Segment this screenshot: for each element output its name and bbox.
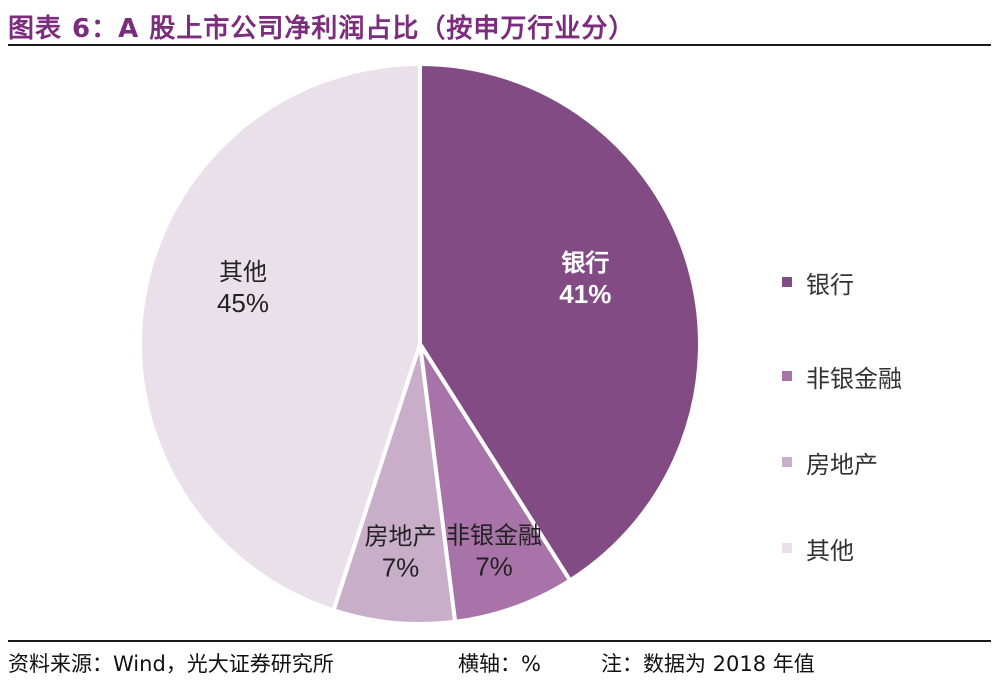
pie-slice-4 — [138, 62, 422, 613]
chart-header: 图表 6：A 股上市公司净利润占比（按申万行业分） — [8, 4, 991, 46]
legend-label: 房地产 — [806, 450, 878, 479]
slice-category-label: 银行 — [561, 249, 609, 277]
legend-swatch — [782, 543, 792, 553]
axis-note: 横轴：% — [458, 652, 541, 676]
slice-value-label: 7% — [382, 552, 420, 582]
chart-footer: 资料来源：Wind，光大证券研究所 横轴：% 注：数据为 2018 年值 — [8, 640, 991, 680]
legend-item: 房地产 — [782, 442, 878, 482]
slice-value-label: 41% — [559, 279, 611, 309]
legend-label: 其他 — [806, 536, 854, 565]
slice-value-label: 7% — [475, 551, 513, 581]
legend-swatch — [782, 277, 792, 287]
source-note: 资料来源：Wind，光大证券研究所 — [8, 652, 334, 676]
slice-category-label: 其他 — [219, 258, 267, 286]
legend-item: 其他 — [782, 528, 854, 568]
legend-item: 非银金融 — [782, 356, 902, 396]
slice-category-label: 房地产 — [365, 522, 437, 550]
slice-value-label: 45% — [217, 288, 269, 318]
slice-category-label: 非银金融 — [446, 521, 542, 549]
pie-slice-3 — [331, 342, 458, 626]
pie-slice-2 — [418, 342, 573, 624]
legend-item: 银行 — [782, 262, 854, 302]
legend-label: 银行 — [806, 270, 854, 299]
legend-swatch — [782, 457, 792, 467]
legend-swatch — [782, 371, 792, 381]
chart-title: 图表 6：A 股上市公司净利润占比（按申万行业分） — [8, 14, 636, 44]
data-note: 注：数据为 2018 年值 — [601, 652, 815, 676]
legend-label: 非银金融 — [806, 364, 902, 393]
